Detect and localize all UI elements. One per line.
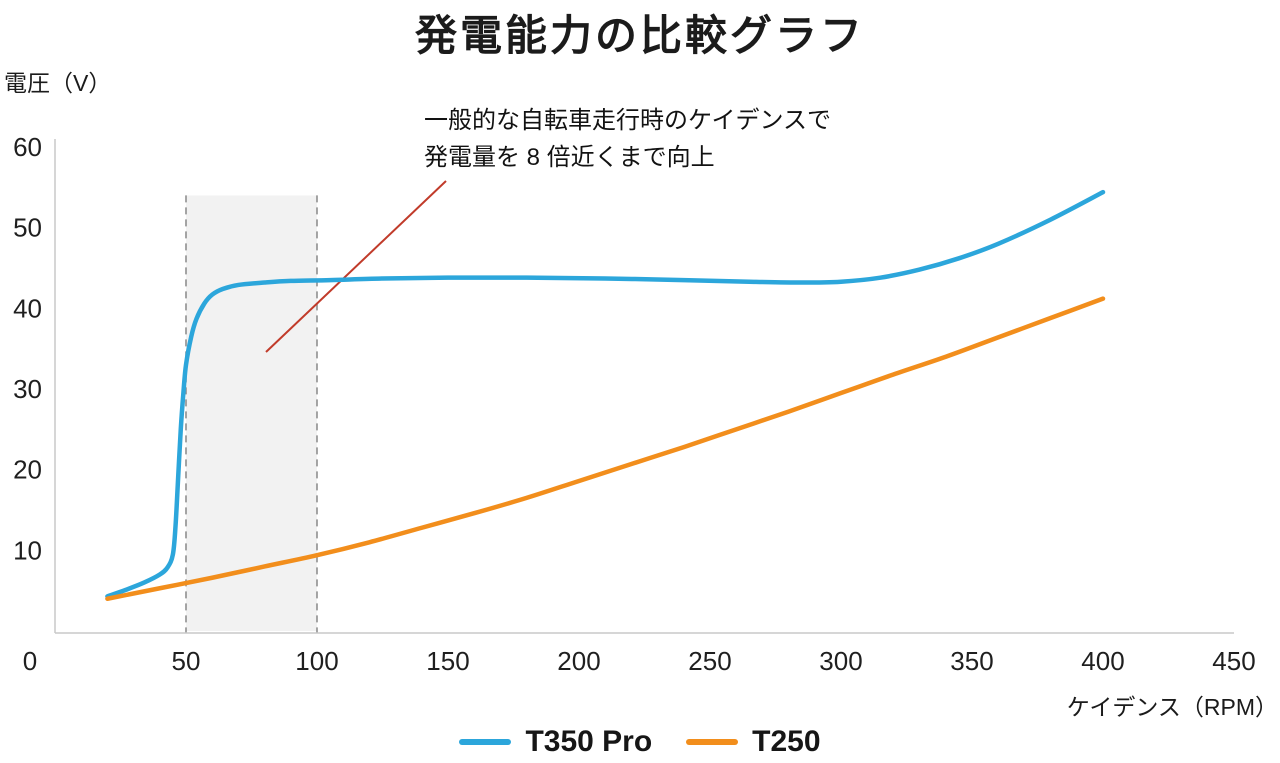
y-tick-label: 10 (13, 535, 42, 565)
y-axis-label: 電圧（V） (4, 70, 112, 96)
x-tick-label: 200 (557, 646, 600, 676)
legend-label-t350-pro: T350 Pro (525, 725, 653, 758)
annotation-line-2: 発電量を 8 倍近くまで向上 (424, 144, 715, 171)
t250-line-swatch (686, 739, 739, 745)
x-tick-label: 0 (23, 646, 37, 676)
legend-label-t250: T250 (752, 725, 821, 758)
annotation-line-1: 一般的な自転車走行時のケイデンスで (424, 107, 832, 134)
y-tick-label: 30 (13, 374, 42, 404)
x-tick-label: 350 (950, 646, 993, 676)
x-tick-label: 100 (295, 646, 338, 676)
series-line-t250 (105, 296, 1106, 601)
t350-pro-line-swatch (459, 739, 512, 745)
x-tick-label: 250 (688, 646, 731, 676)
y-tick-label: 50 (13, 213, 42, 243)
chart-title: 発電能力の比較グラフ (414, 12, 865, 59)
x-tick-label: 450 (1212, 646, 1255, 676)
annotation-pointer-line (265, 180, 447, 353)
legend-item-t350-pro: T350 Pro (459, 725, 652, 759)
x-tick-label: 400 (1081, 646, 1124, 676)
chart-annotation: 一般的な自転車走行時のケイデンスで 発電量を 8 倍近くまで向上 (424, 102, 831, 176)
legend-item-t250: T250 (686, 725, 821, 759)
y-tick-label: 40 (13, 293, 42, 323)
x-tick-label: 150 (426, 646, 469, 676)
series-line-t350-pro (105, 189, 1106, 599)
x-tick-label: 50 (172, 646, 201, 676)
x-axis-label: ケイデンス（RPM） (1066, 694, 1278, 720)
highlight-region (186, 195, 317, 631)
y-tick-label: 20 (13, 455, 42, 485)
chart-legend: T350 Pro T250 (0, 720, 1280, 763)
y-tick-label: 60 (13, 132, 42, 162)
x-tick-label: 300 (819, 646, 862, 676)
